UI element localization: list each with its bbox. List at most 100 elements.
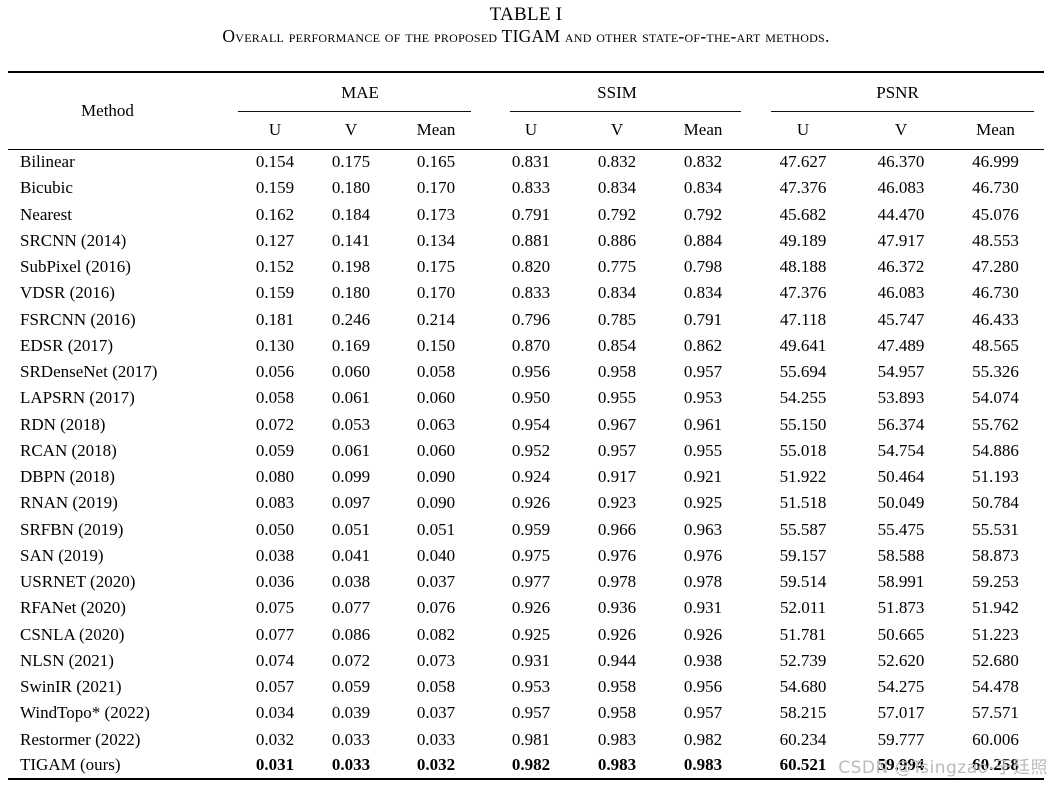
value-cell: 0.165 bbox=[416, 152, 456, 172]
value-cell: 0.921 bbox=[683, 467, 723, 487]
value-cell: 0.175 bbox=[331, 152, 371, 172]
value-cell: 54.957 bbox=[877, 362, 925, 382]
value-cell: 0.169 bbox=[331, 335, 371, 355]
value-cell: 0.931 bbox=[683, 598, 723, 618]
value-cell: 54.680 bbox=[779, 677, 827, 697]
value-cell: 0.039 bbox=[331, 703, 371, 723]
table-row: CSNLA (2020) 0.077 0.086 0.082 0.925 0.9… bbox=[8, 622, 1044, 648]
value-cell: 0.127 bbox=[255, 230, 295, 250]
value-cell: 0.130 bbox=[255, 335, 295, 355]
value-cell: 48.565 bbox=[972, 335, 1019, 355]
value-cell: 0.785 bbox=[597, 309, 637, 329]
value-cell: 0.954 bbox=[511, 414, 551, 434]
value-cell: 0.184 bbox=[331, 204, 371, 224]
value-cell: 60.234 bbox=[779, 729, 827, 749]
value-cell: 55.150 bbox=[779, 414, 827, 434]
method-cell: RFANet (2020) bbox=[20, 598, 126, 618]
value-cell: 0.041 bbox=[331, 545, 371, 565]
table-row: SRFBN (2019) 0.050 0.051 0.051 0.959 0.9… bbox=[8, 517, 1044, 543]
value-cell: 0.798 bbox=[683, 257, 723, 277]
value-cell: 0.834 bbox=[597, 283, 637, 303]
table-row: RCAN (2018) 0.059 0.061 0.060 0.952 0.95… bbox=[8, 438, 1044, 464]
value-cell: 0.099 bbox=[331, 467, 371, 487]
value-cell: 0.061 bbox=[331, 440, 371, 460]
value-cell: 0.958 bbox=[597, 703, 637, 723]
table-caption: Overall performance of the proposed TIGA… bbox=[222, 26, 830, 46]
value-cell: 46.370 bbox=[877, 152, 925, 172]
value-cell: 0.032 bbox=[255, 729, 295, 749]
group-header-mae: MAE bbox=[237, 72, 483, 112]
value-cell: 50.665 bbox=[877, 624, 925, 644]
value-cell: 0.926 bbox=[511, 598, 551, 618]
value-cell: 0.076 bbox=[416, 598, 456, 618]
value-cell: 0.059 bbox=[255, 440, 295, 460]
value-cell: 0.953 bbox=[683, 388, 723, 408]
value-cell: 46.730 bbox=[972, 178, 1019, 198]
value-cell: 52.011 bbox=[779, 598, 827, 618]
value-cell: 0.957 bbox=[511, 703, 551, 723]
method-cell: SAN (2019) bbox=[20, 545, 104, 565]
value-cell: 0.967 bbox=[597, 414, 637, 434]
value-cell: 60.006 bbox=[972, 729, 1019, 749]
value-cell: 55.587 bbox=[779, 519, 827, 539]
value-cell: 0.936 bbox=[597, 598, 637, 618]
subheader-psnr-mean: Mean bbox=[976, 120, 1015, 140]
value-cell: 0.080 bbox=[255, 467, 295, 487]
value-cell: 45.747 bbox=[877, 309, 925, 329]
value-cell: 56.374 bbox=[877, 414, 925, 434]
value-cell: 0.181 bbox=[255, 309, 295, 329]
ssim-rule bbox=[510, 111, 742, 112]
table-row: Nearest 0.162 0.184 0.173 0.791 0.792 0.… bbox=[8, 202, 1044, 228]
value-cell: 0.983 bbox=[597, 729, 637, 749]
value-cell: 47.376 bbox=[779, 178, 827, 198]
method-cell: DBPN (2018) bbox=[20, 467, 115, 487]
value-cell: 0.173 bbox=[416, 204, 456, 224]
value-cell: 0.884 bbox=[683, 230, 723, 250]
value-cell: 0.072 bbox=[331, 650, 371, 670]
value-cell: 0.926 bbox=[511, 493, 551, 513]
value-cell: 49.189 bbox=[779, 230, 827, 250]
value-cell: 0.090 bbox=[416, 493, 456, 513]
value-cell: 0.063 bbox=[416, 414, 456, 434]
value-cell: 0.061 bbox=[331, 388, 371, 408]
value-cell: 0.162 bbox=[255, 204, 295, 224]
value-cell: 46.083 bbox=[877, 178, 925, 198]
value-cell: 54.478 bbox=[972, 677, 1019, 697]
value-cell: 51.781 bbox=[779, 624, 827, 644]
method-cell: SRDenseNet (2017) bbox=[20, 362, 158, 382]
value-cell: 58.991 bbox=[877, 572, 925, 592]
value-cell: 48.553 bbox=[972, 230, 1019, 250]
value-cell: 0.917 bbox=[597, 467, 637, 487]
value-cell: 59.994 bbox=[877, 755, 925, 775]
value-cell: 0.862 bbox=[683, 335, 723, 355]
value-cell: 0.037 bbox=[416, 703, 456, 723]
value-cell: 0.957 bbox=[683, 362, 723, 382]
table-body: Bilinear 0.154 0.175 0.165 0.831 0.832 0… bbox=[8, 149, 1044, 779]
value-cell: 50.464 bbox=[877, 467, 925, 487]
value-cell: 55.531 bbox=[972, 519, 1019, 539]
group-header-mae-label: MAE bbox=[341, 82, 379, 102]
value-cell: 49.641 bbox=[779, 335, 827, 355]
value-cell: 0.966 bbox=[597, 519, 637, 539]
value-cell: 0.820 bbox=[511, 257, 551, 277]
value-cell: 0.955 bbox=[683, 440, 723, 460]
value-cell: 0.246 bbox=[331, 309, 371, 329]
value-cell: 0.983 bbox=[597, 755, 637, 775]
method-cell: SwinIR (2021) bbox=[20, 677, 122, 697]
value-cell: 0.975 bbox=[511, 545, 551, 565]
method-cell: LAPSRN (2017) bbox=[20, 388, 135, 408]
value-cell: 0.792 bbox=[597, 204, 637, 224]
value-cell: 0.958 bbox=[597, 362, 637, 382]
value-cell: 0.924 bbox=[511, 467, 551, 487]
method-cell: SRCNN (2014) bbox=[20, 230, 127, 250]
value-cell: 0.881 bbox=[511, 230, 551, 250]
column-header-method: Method bbox=[81, 100, 134, 120]
value-cell: 0.058 bbox=[416, 677, 456, 697]
value-cell: 47.917 bbox=[877, 230, 925, 250]
value-cell: 0.074 bbox=[255, 650, 295, 670]
value-cell: 0.775 bbox=[597, 257, 637, 277]
value-cell: 53.893 bbox=[877, 388, 925, 408]
value-cell: 0.832 bbox=[683, 152, 723, 172]
value-cell: 0.034 bbox=[255, 703, 295, 723]
